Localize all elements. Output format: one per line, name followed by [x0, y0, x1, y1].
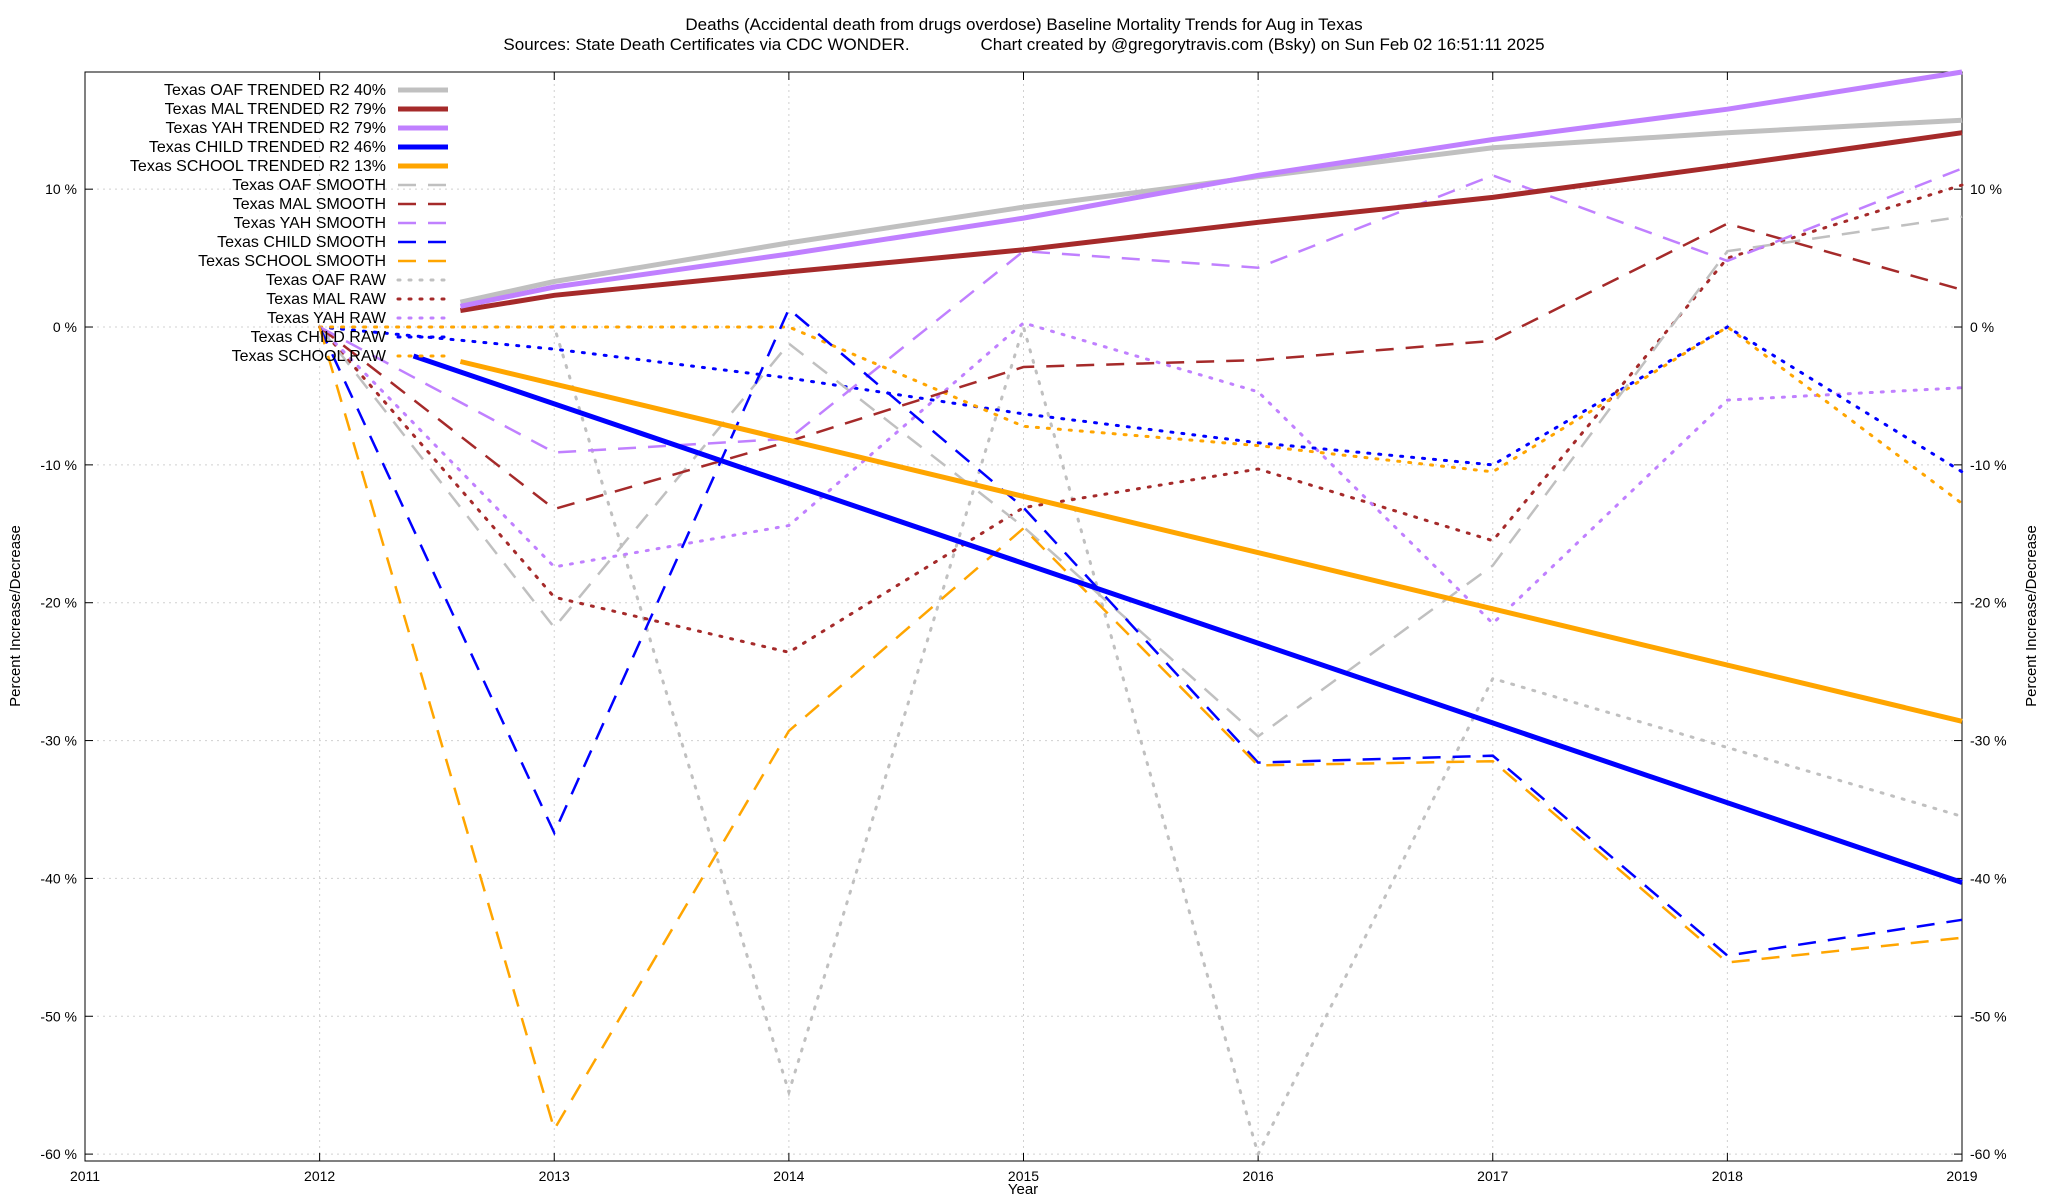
legend-label-texas-mal-trended: Texas MAL TRENDED R2 79%: [165, 101, 386, 118]
x-tick-label: 2016: [1243, 1168, 1274, 1184]
legend-label-texas-school-raw: Texas SCHOOL RAW: [232, 348, 387, 365]
legend-label-texas-school-trended: Texas SCHOOL TRENDED R2 13%: [130, 158, 386, 175]
legend-label-texas-yah-smooth: Texas YAH SMOOTH: [234, 215, 386, 232]
y-tick-label-left: -40 %: [40, 870, 77, 886]
y-tick-label-right: 10 %: [1970, 181, 2002, 197]
legend-label-texas-child-smooth: Texas CHILD SMOOTH: [217, 234, 386, 251]
x-tick-label: 2014: [773, 1168, 804, 1184]
y-axis-label-right: Percent Increase/Decrease: [2023, 525, 2040, 707]
series-line-texas-yah-trended: [459, 69, 1963, 309]
series-line-texas-oaf-smooth: [318, 215, 1963, 739]
legend-label-texas-mal-raw: Texas MAL RAW: [266, 291, 387, 308]
series-line-texas-mal-smooth: [318, 222, 1963, 511]
legend-label-texas-child-raw: Texas CHILD RAW: [251, 329, 387, 346]
y-tick-label-left: -10 %: [40, 457, 77, 473]
y-tick-label-right: -20 %: [1970, 595, 2007, 611]
legend-label-texas-child-trended: Texas CHILD TRENDED R2 46%: [149, 139, 386, 156]
y-tick-label-right: -30 %: [1970, 733, 2007, 749]
series-line-texas-oaf-raw: [318, 321, 1964, 1159]
legend: Texas OAF TRENDED R2 40% Texas MAL TRENDE…: [130, 82, 450, 365]
series-line-texas-school-raw: [318, 325, 1964, 505]
series-line-texas-oaf-trended: [459, 117, 1963, 305]
series-line-texas-school-smooth: [318, 326, 1963, 1133]
legend-label-texas-oaf-trended: Texas OAF TRENDED R2 40%: [164, 82, 386, 99]
y-tick-label-left: 0 %: [53, 319, 77, 335]
series-line-texas-child-trended: [412, 353, 1963, 885]
series-line-texas-child-raw: [318, 325, 1964, 474]
series-line-texas-yah-smooth: [319, 167, 1963, 454]
y-tick-label-left: -20 %: [40, 595, 77, 611]
series-line-texas-mal-trended: [460, 130, 1963, 313]
series-lines: [318, 69, 1964, 1159]
y-tick-label-right: -40 %: [1970, 870, 2007, 886]
grid: [85, 72, 1962, 1161]
legend-label-texas-yah-trended: Texas YAH TRENDED R2 79%: [165, 120, 386, 137]
y-tick-label-right: 0 %: [1970, 319, 1994, 335]
y-tick-label-right: -10 %: [1970, 457, 2007, 473]
legend-label-texas-yah-raw: Texas YAH RAW: [267, 310, 387, 327]
chart-subtitle: Sources: State Death Certificates via CD…: [503, 35, 1544, 54]
y-axis-label-left: Percent Increase/Decrease: [7, 525, 24, 707]
y-tick-label-left: -30 %: [40, 733, 77, 749]
x-tick-label: 2019: [1946, 1168, 1977, 1184]
x-tick-label: 2013: [539, 1168, 570, 1184]
series-line-texas-school-trended: [459, 359, 1963, 724]
axis-ticks: 2011 2012 2013 2014 2015 2016 2017 2018 2019 -60 …: [40, 72, 2007, 1184]
x-axis-label: Year: [1008, 1181, 1038, 1198]
x-tick-label: 2012: [304, 1168, 335, 1184]
x-tick-label: 2011: [70, 1168, 100, 1184]
x-tick-label: 2017: [1477, 1168, 1508, 1184]
x-tick-label: 2018: [1712, 1168, 1743, 1184]
y-tick-label-left: 10 %: [45, 181, 77, 197]
y-tick-label-right: -50 %: [1970, 1008, 2007, 1024]
series-line-texas-mal-raw: [318, 183, 1964, 654]
y-tick-label-right: -60 %: [1970, 1146, 2007, 1162]
chart-title: Deaths (Accidental death from drugs over…: [685, 15, 1362, 34]
legend-label-texas-school-smooth: Texas SCHOOL SMOOTH: [198, 253, 386, 270]
x-tick-label: 2015: [1008, 1168, 1039, 1184]
legend-label-texas-oaf-smooth: Texas OAF SMOOTH: [232, 177, 386, 194]
y-tick-label-left: -60 %: [40, 1146, 77, 1162]
legend-label-texas-mal-smooth: Texas MAL SMOOTH: [233, 196, 386, 213]
series-line-texas-yah-raw: [318, 321, 1964, 626]
legend-label-texas-oaf-raw: Texas OAF RAW: [266, 272, 387, 289]
y-tick-label-left: -50 %: [40, 1008, 77, 1024]
